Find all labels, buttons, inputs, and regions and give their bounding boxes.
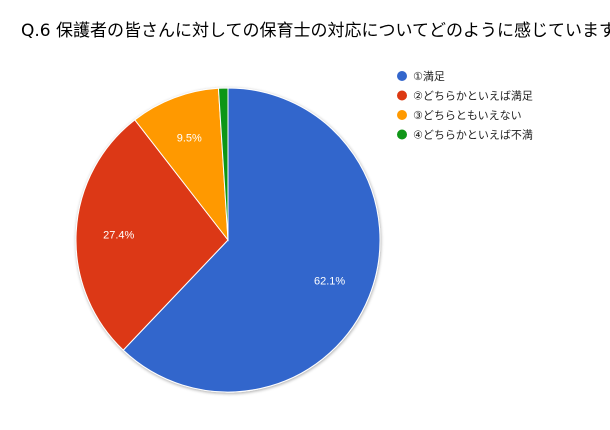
chart-title: Q.6 保護者の皆さんに対しての保育士の対応についてどのように感じていますか? (21, 21, 610, 41)
legend-item-4: ④どちらかといえば不満 (397, 129, 533, 142)
pie-slice-label-2: 27.4% (103, 230, 134, 242)
legend-item-1: ①満足 (397, 70, 445, 83)
pie-slice-labels: 62.1% 27.4% 9.5% (103, 133, 345, 288)
pie-slice-label-1: 62.1% (314, 276, 345, 288)
legend-marker-2 (397, 90, 407, 101)
legend-marker-4 (397, 129, 407, 140)
legend-marker-3 (397, 110, 407, 120)
legend-label-1: ①満足 (413, 70, 445, 83)
legend-item-3: ③どちらともいえない (397, 109, 522, 122)
pie-slice-label-3: 9.5% (177, 133, 202, 145)
pie-slice-2 (75, 119, 229, 351)
pie-slice-3 (134, 87, 229, 242)
legend-marker-1 (397, 71, 407, 81)
legend-label-3: ③どちらともいえない (413, 109, 522, 122)
legend-label-4: ④どちらかといえば不満 (413, 129, 533, 142)
legend-label-2: ②どちらかといえば満足 (413, 90, 533, 103)
legend: ①満足 ②どちらかといえば満足 ③どちらともいえない ④どちらかといえば不満 (397, 70, 533, 142)
pie-slices (75, 87, 381, 393)
pie-slice-4 (217, 87, 229, 241)
pie-slice-1 (122, 87, 381, 393)
legend-item-2: ②どちらかといえば満足 (397, 90, 533, 103)
